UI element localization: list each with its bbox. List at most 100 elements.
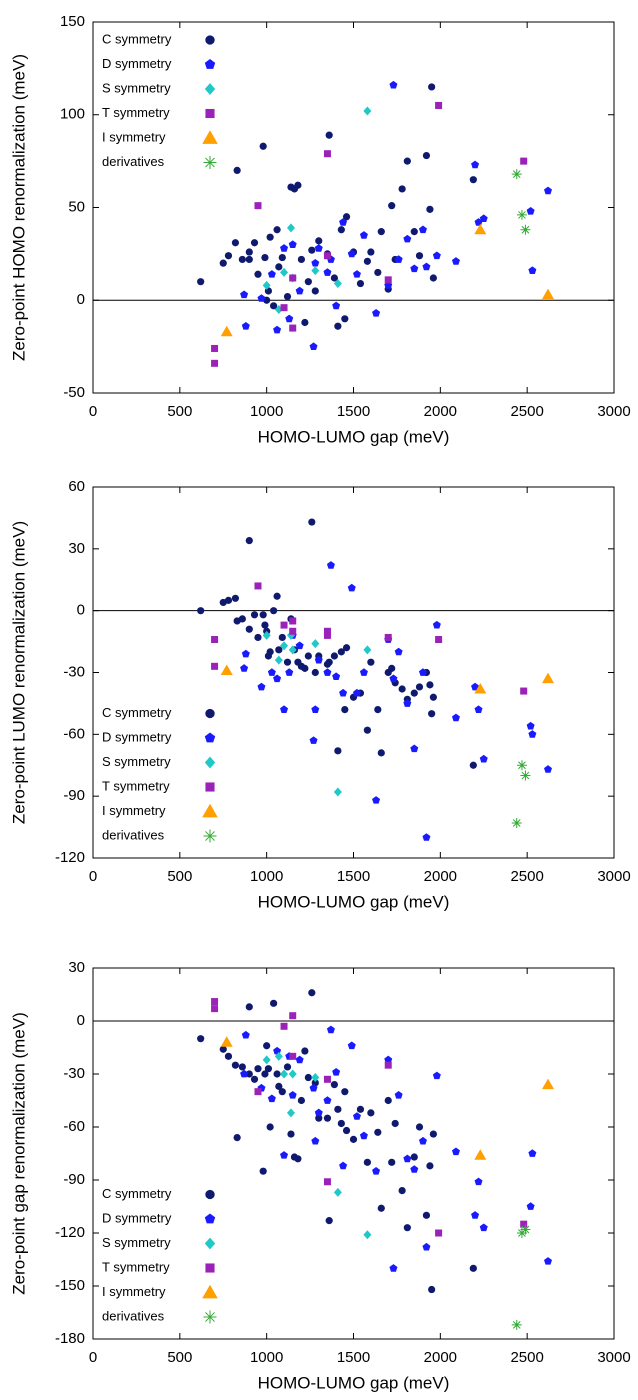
point	[415, 683, 424, 691]
point	[415, 1123, 424, 1131]
point	[211, 1005, 219, 1013]
point	[273, 226, 281, 234]
point	[280, 304, 288, 312]
point	[511, 169, 522, 180]
y-tick-label: 150	[60, 13, 85, 30]
legend-marker	[204, 83, 216, 95]
x-tick-label: 1000	[250, 868, 283, 885]
legend-label: T symmetry	[102, 778, 170, 793]
point	[528, 1149, 537, 1157]
point	[474, 1177, 483, 1186]
point	[341, 1088, 349, 1096]
y-tick-label: -90	[63, 787, 85, 804]
point	[341, 706, 349, 714]
point	[410, 264, 419, 273]
point	[428, 1285, 436, 1294]
point	[323, 1096, 332, 1104]
point	[245, 248, 253, 256]
point	[325, 658, 333, 666]
point	[261, 253, 269, 262]
point	[295, 641, 304, 650]
point	[520, 1220, 528, 1228]
point	[435, 101, 443, 109]
point	[233, 1134, 241, 1142]
y-tick-label: -30	[63, 1065, 85, 1082]
point	[323, 268, 332, 276]
point	[474, 1149, 487, 1160]
point	[262, 1055, 271, 1065]
point	[333, 1187, 342, 1197]
point	[410, 1153, 418, 1161]
y-tick-label: -90	[63, 1171, 85, 1188]
point	[323, 150, 331, 158]
point	[384, 276, 392, 284]
point	[403, 234, 412, 243]
legend-label: S symmetry	[102, 754, 171, 769]
point	[359, 231, 368, 239]
point	[304, 278, 312, 286]
point	[349, 1135, 358, 1143]
point	[388, 202, 396, 210]
point	[304, 1073, 312, 1082]
point	[479, 754, 488, 763]
point	[451, 713, 460, 722]
point	[311, 258, 320, 267]
point	[238, 1063, 246, 1071]
point	[219, 259, 227, 267]
point	[309, 736, 318, 744]
point	[474, 218, 483, 226]
point	[267, 668, 276, 676]
legend-label: S symmetry	[102, 80, 171, 95]
point	[259, 142, 267, 150]
point	[270, 302, 278, 310]
point	[516, 760, 527, 771]
point	[238, 615, 246, 623]
point	[273, 674, 282, 683]
point	[418, 225, 427, 234]
legend-marker	[204, 1237, 216, 1250]
point	[429, 274, 437, 282]
point	[301, 1047, 309, 1055]
point	[426, 205, 434, 213]
y-tick-label: -120	[55, 1224, 85, 1241]
point	[285, 668, 294, 676]
point	[311, 1073, 320, 1083]
x-tick-label: 2500	[510, 1349, 543, 1366]
point	[339, 1161, 348, 1170]
point	[542, 288, 555, 300]
point	[516, 1228, 527, 1238]
point	[289, 627, 297, 635]
point	[326, 561, 335, 569]
point	[262, 280, 271, 290]
x-tick-label: 0	[89, 868, 97, 885]
point	[280, 1069, 289, 1079]
point	[363, 645, 372, 655]
y-tick-label: -150	[55, 1277, 85, 1294]
point	[339, 218, 348, 226]
point	[250, 1075, 259, 1083]
point	[422, 1211, 431, 1219]
legend-marker	[202, 803, 218, 818]
legend-label: derivatives	[102, 1308, 165, 1323]
x-tick-label: 500	[167, 1349, 192, 1366]
point	[238, 255, 246, 264]
point	[474, 705, 483, 713]
point	[469, 176, 477, 184]
point	[289, 274, 297, 282]
point	[451, 257, 460, 265]
point	[333, 279, 342, 289]
point	[245, 536, 253, 545]
point	[245, 1003, 253, 1011]
point	[432, 251, 441, 260]
point	[233, 166, 241, 174]
point	[323, 252, 331, 260]
point	[332, 1068, 341, 1076]
legend-label: derivatives	[102, 827, 165, 842]
point	[377, 749, 385, 757]
point	[418, 1136, 427, 1145]
point	[273, 592, 281, 600]
y-axis-label: Zero-point gap renormalization (meV)	[9, 1012, 28, 1295]
point	[211, 636, 219, 644]
point	[220, 1036, 233, 1047]
point	[394, 1091, 403, 1099]
